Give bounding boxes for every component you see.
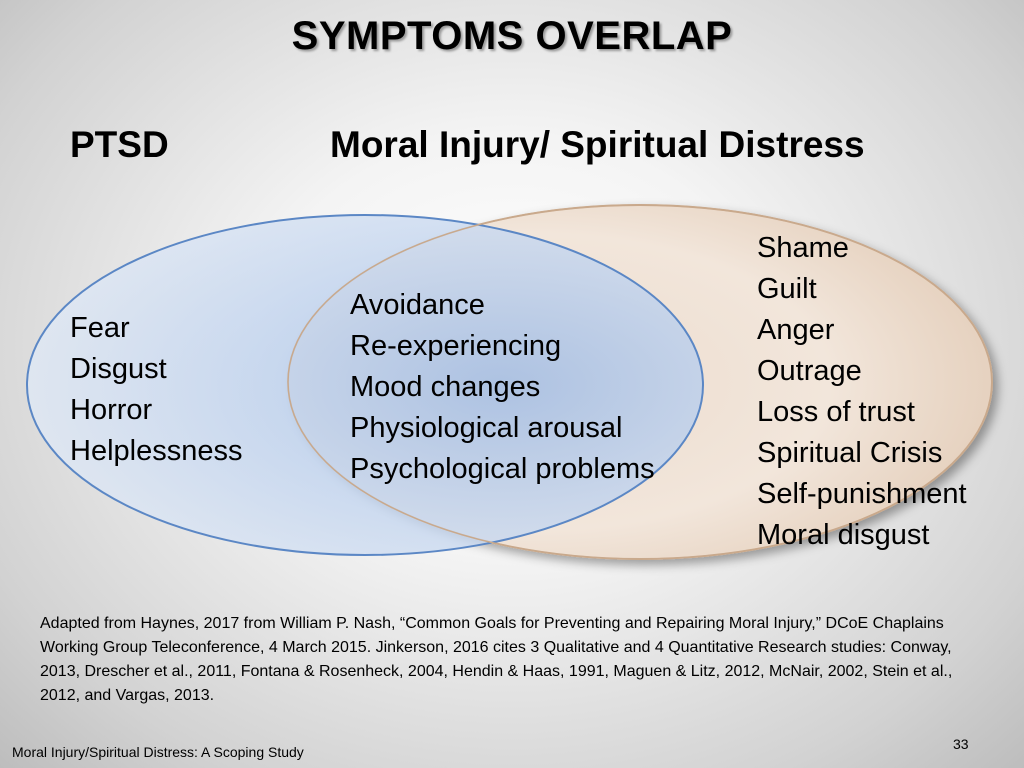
ptsd-circle [26,214,704,556]
list-item: Fear [70,312,130,344]
overlap-symptom-list: Avoidance Re-experiencing Mood changes P… [350,285,655,490]
slide-footer: Moral Injury/Spiritual Distress: A Scopi… [12,744,304,760]
list-item: Avoidance [350,289,485,321]
list-item: Shame [757,232,849,264]
moral-injury-symptom-list: Shame Guilt Anger Outrage Loss of trust … [757,228,967,556]
citation-text: Adapted from Haynes, 2017 from William P… [40,615,953,704]
list-item: Helplessness [70,435,243,467]
list-item: Moral disgust [757,519,930,551]
overlap-outline [287,204,993,560]
ptsd-label: PTSD [70,124,169,165]
list-item: Anger [757,314,835,346]
list-item: Self-punishment [757,478,967,510]
list-item: Psychological problems [350,453,655,485]
list-item: Mood changes [350,371,541,403]
list-item: Outrage [757,355,862,387]
ptsd-symptom-list: Fear Disgust Horror Helplessness [70,308,242,472]
list-item: Spiritual Crisis [757,437,943,469]
page-number: 33 [953,736,969,752]
list-item: Disgust [70,353,167,385]
slide-title: SYMPTOMS OVERLAP [291,14,733,58]
list-item: Guilt [757,273,817,305]
list-item: Loss of trust [757,396,915,428]
list-item: Re-experiencing [350,330,562,362]
list-item: Horror [70,394,153,426]
list-item: Physiological arousal [350,412,623,444]
moral-injury-label: Moral Injury/ Spiritual Distress [330,124,865,165]
